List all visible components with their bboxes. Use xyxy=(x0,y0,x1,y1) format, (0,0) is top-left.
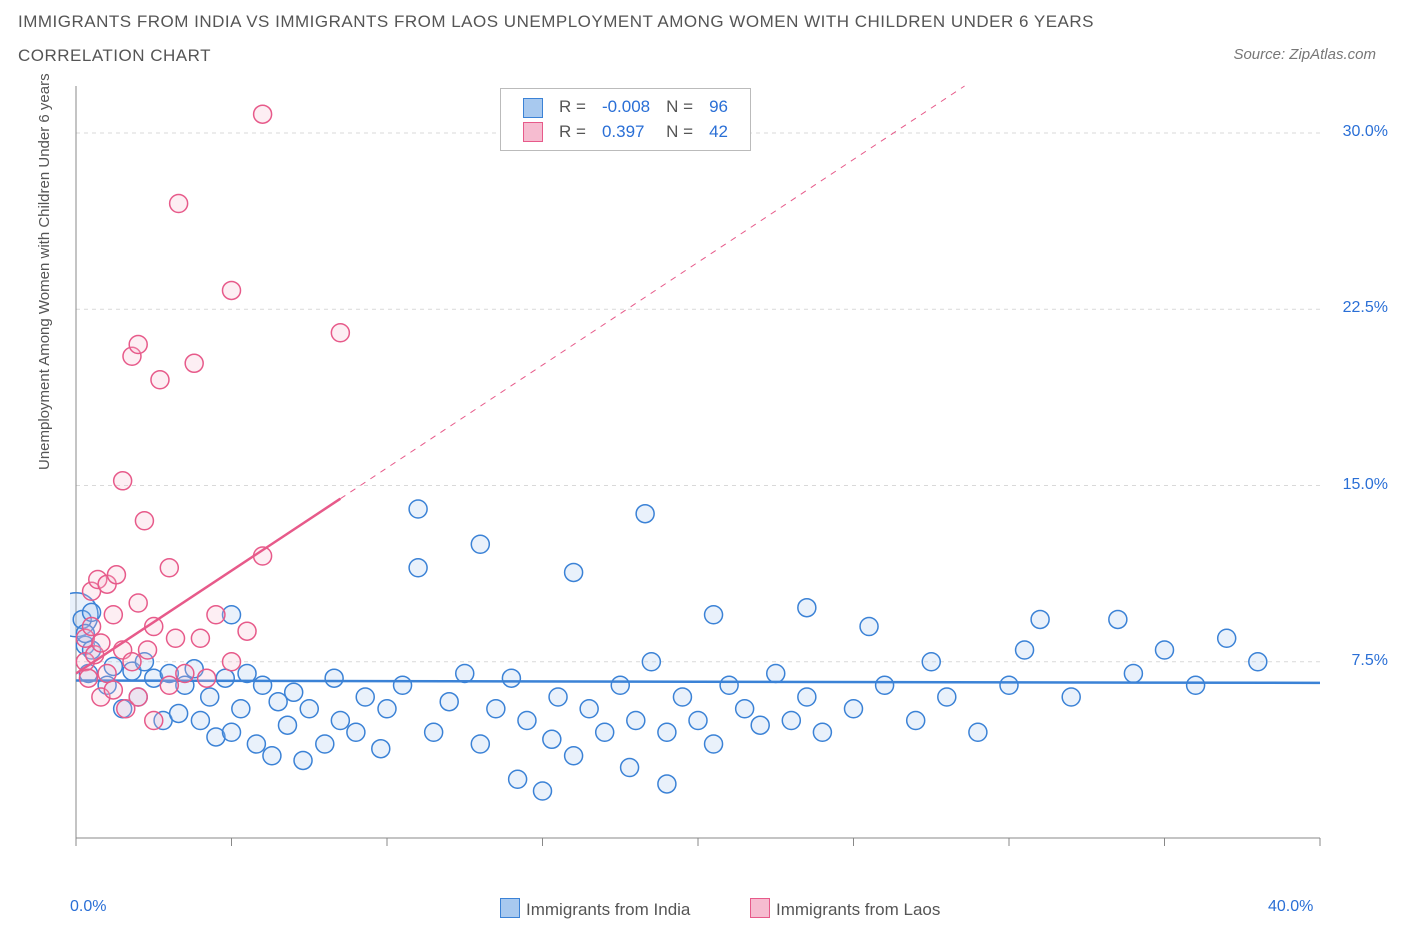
legend-item: Immigrants from India xyxy=(500,898,690,920)
legend-label: Immigrants from India xyxy=(526,900,690,919)
title-line-2: CORRELATION CHART xyxy=(18,46,211,66)
y-axis-label: Unemployment Among Women with Children U… xyxy=(36,73,53,470)
n-value: 42 xyxy=(701,120,736,145)
r-label: R = xyxy=(551,95,594,120)
y-tick-label: 30.0% xyxy=(1343,123,1388,141)
y-tick-label: 22.5% xyxy=(1343,299,1388,317)
legend-label: Immigrants from Laos xyxy=(776,900,940,919)
y-tick-label: 15.0% xyxy=(1343,476,1388,494)
chart-area: ZIPatlas xyxy=(70,78,1380,878)
y-tick-label: 7.5% xyxy=(1352,652,1388,670)
n-label: N = xyxy=(658,120,701,145)
legend-swatch xyxy=(750,898,770,918)
source-label: Source: ZipAtlas.com xyxy=(1233,46,1376,63)
title-line-1: IMMIGRANTS FROM INDIA VS IMMIGRANTS FROM… xyxy=(18,12,1094,32)
correlation-legend: R =-0.008N =96 R =0.397N =42 xyxy=(500,88,751,151)
legend-swatch xyxy=(523,122,543,142)
n-value: 96 xyxy=(701,95,736,120)
x-tick-label: 0.0% xyxy=(70,898,106,916)
legend-swatch xyxy=(523,98,543,118)
r-label: R = xyxy=(551,120,594,145)
r-value: 0.397 xyxy=(594,120,658,145)
scatter-plot xyxy=(70,78,1380,878)
x-tick-label: 40.0% xyxy=(1268,898,1313,916)
legend-swatch xyxy=(500,898,520,918)
n-label: N = xyxy=(658,95,701,120)
legend-item: Immigrants from Laos xyxy=(750,898,940,920)
r-value: -0.008 xyxy=(594,95,658,120)
